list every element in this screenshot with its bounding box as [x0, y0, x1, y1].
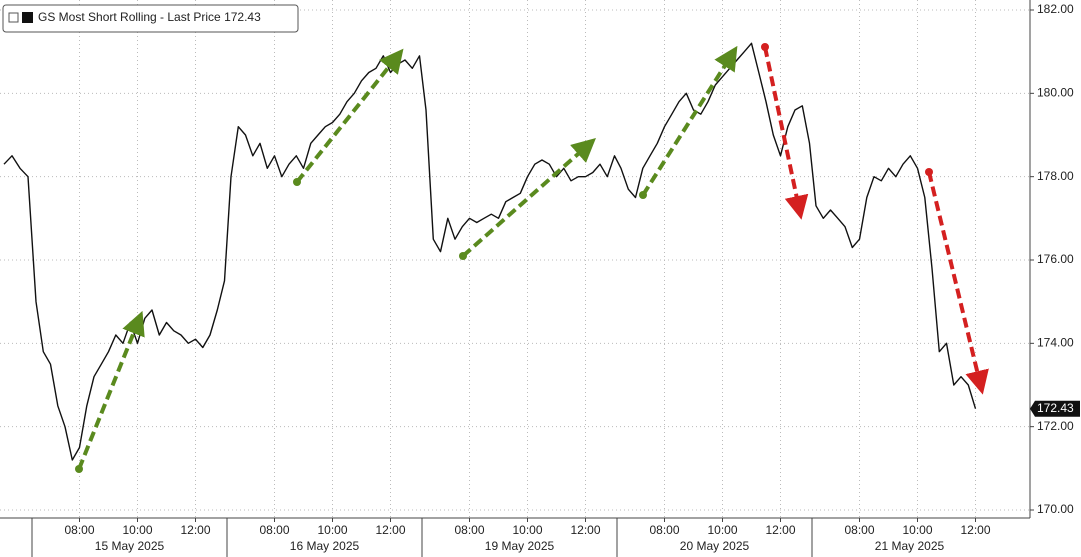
x-tick-label: 10:00: [902, 523, 932, 537]
x-tick-label: 12:00: [180, 523, 210, 537]
x-tick-label: 12:00: [375, 523, 405, 537]
legend-box: [2, 4, 299, 33]
legend-swatch: [22, 12, 33, 23]
annotations: [75, 43, 989, 473]
y-tick-label: 180.00: [1037, 86, 1074, 100]
x-tick-label: 08:00: [454, 523, 484, 537]
arrow-start: [293, 178, 301, 186]
arrow: [641, 45, 738, 197]
chart-title: GS Most Short Rolling - Last Price 172.4…: [38, 10, 261, 24]
x-tick-label: 10:00: [317, 523, 347, 537]
x-tick-label: 08:00: [64, 523, 94, 537]
x-tick-label: 08:00: [649, 523, 679, 537]
y-tick-label: 172.00: [1037, 419, 1074, 433]
plot: [3, 42, 977, 461]
x-group-label: 21 May 2025: [875, 539, 945, 553]
arrow-start: [639, 191, 647, 199]
arrow-start: [761, 43, 769, 51]
y-tick-label: 170.00: [1037, 502, 1074, 516]
x-tick-label: 12:00: [960, 523, 990, 537]
arrow: [763, 46, 809, 220]
arrow-start: [925, 168, 933, 176]
x-tick-label: 08:00: [844, 523, 874, 537]
x-tick-label: 08:00: [259, 523, 289, 537]
arrow-start: [75, 465, 83, 473]
last-price-tag: 172.43: [1030, 400, 1080, 417]
x-tick-label: 12:00: [570, 523, 600, 537]
price-line: [3, 42, 977, 461]
last-price-label: 172.43: [1037, 401, 1074, 415]
legend-toggle: [8, 12, 19, 23]
last-price-box: [1030, 400, 1080, 417]
y-tick-label: 182.00: [1037, 2, 1074, 16]
x-group-label: 19 May 2025: [485, 539, 555, 553]
y-tick-label: 178.00: [1037, 169, 1074, 183]
arrow: [77, 310, 145, 470]
legend: GS Most Short Rolling - Last Price 172.4…: [2, 4, 299, 33]
arrow: [927, 171, 989, 395]
x-group-label: 16 May 2025: [290, 539, 360, 553]
x-tick-label: 10:00: [122, 523, 152, 537]
arrow: [295, 48, 404, 184]
x-group-label: 15 May 2025: [95, 539, 165, 553]
x-tick-label: 12:00: [765, 523, 795, 537]
x-tick-label: 10:00: [512, 523, 542, 537]
grid: [0, 0, 1030, 518]
arrow: [461, 138, 596, 258]
y-tick-label: 176.00: [1037, 252, 1074, 266]
arrow-start: [459, 252, 467, 260]
x-tick-label: 10:00: [707, 523, 737, 537]
x-group-label: 20 May 2025: [680, 539, 750, 553]
y-tick-label: 174.00: [1037, 336, 1074, 350]
